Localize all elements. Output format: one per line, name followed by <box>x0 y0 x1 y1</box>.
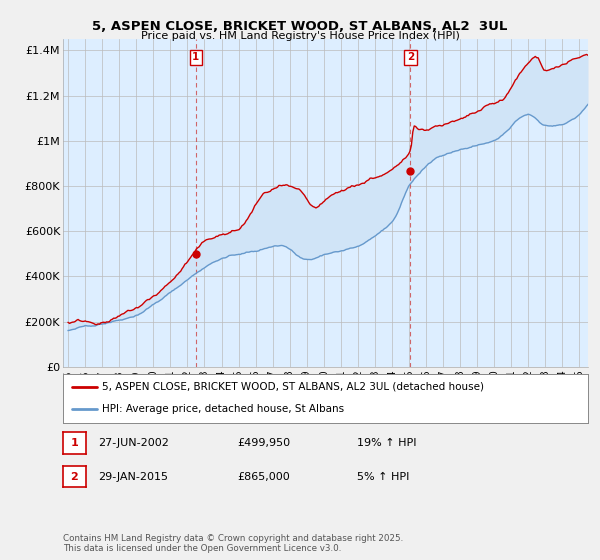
Text: £499,950: £499,950 <box>237 438 290 448</box>
Text: 19% ↑ HPI: 19% ↑ HPI <box>357 438 416 448</box>
Text: 2: 2 <box>407 52 414 62</box>
Text: 29-JAN-2015: 29-JAN-2015 <box>98 472 168 482</box>
Text: £865,000: £865,000 <box>237 472 290 482</box>
Text: 2: 2 <box>71 472 78 482</box>
Text: 5% ↑ HPI: 5% ↑ HPI <box>357 472 409 482</box>
Text: Price paid vs. HM Land Registry's House Price Index (HPI): Price paid vs. HM Land Registry's House … <box>140 31 460 41</box>
Text: HPI: Average price, detached house, St Albans: HPI: Average price, detached house, St A… <box>103 404 344 414</box>
Text: 5, ASPEN CLOSE, BRICKET WOOD, ST ALBANS, AL2  3UL: 5, ASPEN CLOSE, BRICKET WOOD, ST ALBANS,… <box>92 20 508 32</box>
Text: 27-JUN-2002: 27-JUN-2002 <box>98 438 169 448</box>
Text: Contains HM Land Registry data © Crown copyright and database right 2025.
This d: Contains HM Land Registry data © Crown c… <box>63 534 403 553</box>
Text: 1: 1 <box>71 438 78 448</box>
Text: 1: 1 <box>192 52 199 62</box>
Text: 5, ASPEN CLOSE, BRICKET WOOD, ST ALBANS, AL2 3UL (detached house): 5, ASPEN CLOSE, BRICKET WOOD, ST ALBANS,… <box>103 382 484 392</box>
